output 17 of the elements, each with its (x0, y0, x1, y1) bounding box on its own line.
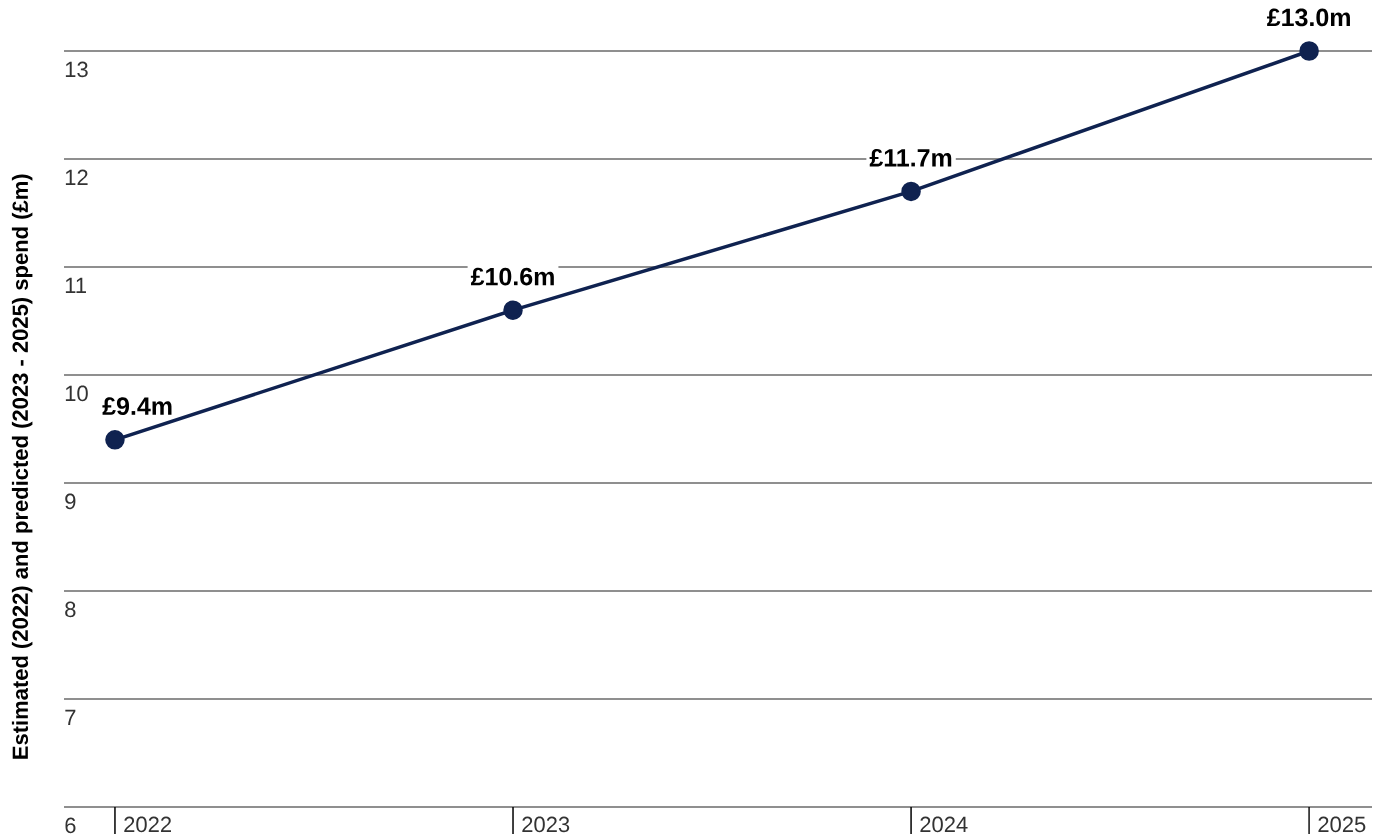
y-axis-title: Estimated (2022) and predicted (2023 - 2025) spend (£m) (11, 174, 33, 759)
x-tick-label: 2022 (124, 816, 171, 833)
y-tick-label: 6 (65, 817, 76, 834)
data-label: £9.4m (102, 397, 172, 416)
y-tick-label: 9 (65, 493, 76, 510)
data-label: £13.0m (1266, 8, 1350, 27)
y-tick-label: 12 (65, 169, 88, 185)
data-label: £11.7m (869, 148, 952, 167)
y-tick-label: 7 (65, 709, 76, 725)
y-tick-label: 10 (65, 385, 88, 402)
data-label: £10.6m (470, 267, 554, 286)
y-tick-label: 8 (65, 601, 76, 618)
x-tick-label: 2025 (1318, 816, 1366, 833)
y-tick-label: 11 (65, 277, 86, 293)
x-tick-label: 2023 (522, 816, 570, 833)
x-tick-label: 2024 (920, 816, 968, 833)
y-tick-label: 13 (65, 61, 88, 78)
